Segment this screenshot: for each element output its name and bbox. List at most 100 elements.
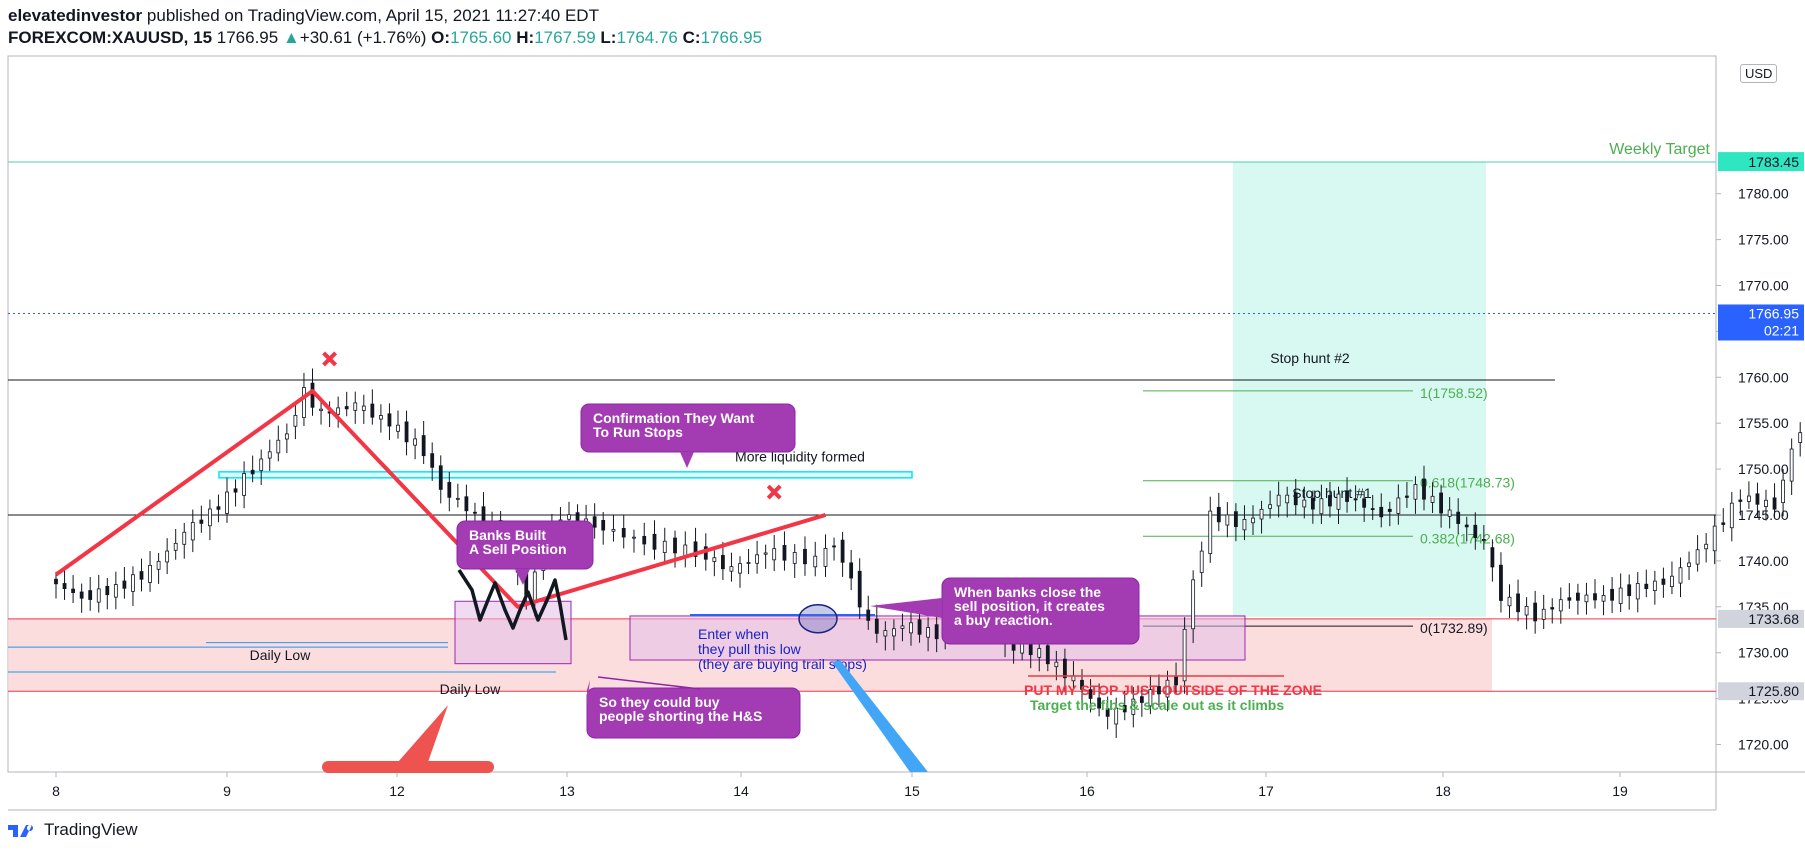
candle-body-51-2 [1627, 584, 1632, 597]
x-tick-label-13: 13 [559, 783, 575, 799]
y-tick-label-1730: 1730.00 [1738, 645, 1789, 661]
candle-body-53-2 [1695, 549, 1700, 565]
candle-body-51-1 [1618, 587, 1623, 604]
candle-body-0-1 [62, 583, 67, 590]
candle-body-39-0 [1216, 506, 1221, 523]
candle-body-25-0 [840, 539, 845, 563]
tradingview-logo[interactable]: TradingView [8, 820, 138, 840]
candle-body-49-2 [1558, 599, 1563, 612]
candle-body-11-2 [413, 438, 418, 446]
candle-body-42-3 [1345, 490, 1349, 502]
x-tick-label-12: 12 [389, 783, 405, 799]
candle-body-26-1 [866, 609, 871, 621]
so-they-callout-tail [587, 680, 590, 706]
candle-body-13-2 [464, 496, 469, 512]
currency-button[interactable]: USD [1740, 64, 1778, 83]
x-tick-label-14: 14 [733, 783, 749, 799]
candle-body-43-3 [1379, 506, 1384, 518]
candle-body-5-1 [233, 488, 238, 493]
candle-body-1-1 [96, 588, 101, 603]
candle-body-41-3 [1310, 497, 1315, 510]
x-tick-label-8: 8 [52, 783, 60, 799]
candle-body-47-0 [1490, 547, 1495, 568]
symbol-name[interactable]: FOREXCOM:XAUUSD, 15 [8, 28, 213, 47]
candle-body-6-2 [276, 439, 281, 454]
stop-hunt-1-label: Stop hunt #1 [1292, 485, 1372, 501]
candle-body-40-1 [1259, 508, 1264, 520]
candle-body-44-1 [1396, 497, 1401, 514]
candle-body-20-0 [652, 533, 657, 550]
brand-name: TradingView [44, 820, 138, 839]
confirmation-callout-text-1: To Run Stops [593, 424, 683, 440]
close-value: 1766.95 [700, 28, 763, 47]
candle-body-13-1 [455, 497, 460, 500]
y-tick-label-1760: 1760.00 [1738, 369, 1789, 385]
candle-body-8-1 [319, 408, 323, 411]
author-name[interactable]: elevatedinvestor [8, 6, 143, 25]
candle-body-36-3 [1174, 676, 1178, 686]
price-tag-4 [1718, 682, 1804, 701]
candle-body-57-0 [1798, 432, 1803, 443]
candle-body-26-0 [857, 570, 862, 608]
candle-body-36-2 [1165, 679, 1170, 698]
candle-body-54-2 [1729, 502, 1734, 529]
candle-body-25-1 [849, 562, 854, 579]
banks-close-callout-text-2: a buy reaction. [954, 612, 1053, 628]
candle-body-18-0 [567, 514, 571, 520]
head-shoulders-line [54, 389, 827, 609]
x-tick-label-17: 17 [1258, 783, 1274, 799]
candle-body-19-3 [632, 536, 636, 539]
candle-body-39-2 [1234, 511, 1238, 527]
candle-body-52-0 [1644, 583, 1649, 590]
price-tag-sub-2: 02:21 [1764, 322, 1799, 338]
banks-built-callout-text-0: Banks Built [469, 527, 546, 543]
candle-body-2-0 [122, 580, 127, 589]
candle-body-46-0 [1456, 511, 1461, 524]
candle-body-48-2 [1524, 606, 1529, 616]
candle-body-20-4 [693, 541, 698, 557]
candle-body-22-1 [746, 562, 751, 564]
change-arrow-icon: ▲ [282, 28, 300, 47]
candle-body-49-0 [1541, 608, 1546, 620]
candle-body-32-1 [1020, 643, 1025, 654]
candle-body-34-0 [1080, 679, 1084, 690]
banks-built-callout-tail [515, 569, 530, 585]
y-tick-label-1745: 1745.00 [1738, 507, 1789, 523]
candle-body-56-1 [1789, 448, 1794, 482]
x-tick-label-19: 19 [1612, 783, 1628, 799]
candle-body-21-2 [721, 555, 725, 570]
more-liquidity-label: More liquidity formed [735, 449, 865, 465]
candle-body-47-1 [1499, 564, 1503, 601]
candle-body-1-0 [88, 590, 93, 600]
daily-low-label-2: Daily Low [440, 681, 502, 697]
candle-body-53-0 [1678, 567, 1683, 584]
candle-body-21-3 [729, 566, 734, 572]
candle-body-33-2 [1063, 658, 1067, 679]
candle-body-10-1 [370, 403, 375, 418]
stop-hunt-2-label: Stop hunt #2 [1270, 350, 1350, 366]
candle-body-40-3 [1276, 494, 1281, 507]
candle-body-2-3 [148, 564, 152, 583]
candle-body-48-0 [1507, 596, 1512, 607]
candle-body-38-1 [1208, 510, 1213, 554]
candle-body-35-1 [1122, 705, 1127, 713]
price-tag-text-3: 1733.68 [1748, 611, 1799, 627]
candle-body-4-2 [207, 508, 212, 527]
price-tag-2 [1718, 304, 1804, 341]
candle-body-11-3 [421, 435, 426, 457]
candle-body-0-2 [71, 588, 75, 593]
candle-body-55-3 [1772, 497, 1777, 510]
candle-body-51-0 [1610, 588, 1614, 601]
candle-body-9-2 [344, 406, 349, 410]
candle-body-36-0 [1148, 689, 1153, 707]
candle-body-23-1 [782, 545, 787, 561]
weekly-target-label: Weekly Target [1609, 141, 1710, 158]
candle-body-5-3 [250, 469, 255, 475]
y-tick-label-1720: 1720.00 [1738, 736, 1789, 752]
candle-body-5-2 [242, 473, 247, 496]
target-box [1233, 162, 1486, 617]
so-they-callout-text-1: people shorting the H&S [599, 708, 762, 724]
